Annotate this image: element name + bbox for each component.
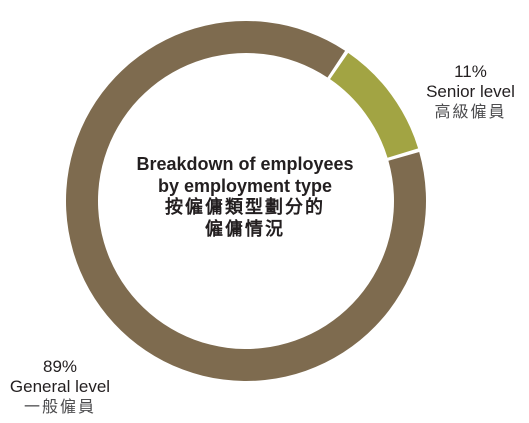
slice-label-senior: 11% Senior level 高級僱員 xyxy=(412,62,529,122)
slice-name-senior-cn: 高級僱員 xyxy=(434,102,507,121)
slice-percent-general: 89% xyxy=(42,357,78,376)
chart-title-line-4: 僱傭情況 xyxy=(205,219,285,240)
chart-title-line-1: Breakdown of employees xyxy=(136,154,354,174)
chart-title-line-2: by employment type xyxy=(157,176,333,196)
slice-percent-senior: 11% xyxy=(454,62,487,81)
slice-name-senior-en: Senior level xyxy=(426,82,515,101)
slice-name-general-en: General level xyxy=(9,377,111,396)
chart-title-line-3: 按僱傭類型劃分的 xyxy=(165,197,325,218)
chart-title: Breakdown of employees by employment typ… xyxy=(102,153,388,241)
slice-name-general-cn: 一般僱員 xyxy=(23,397,96,416)
donut-slice-senior xyxy=(330,52,419,158)
donut-slices xyxy=(65,20,426,382)
slice-label-general: 89% General level 一般僱員 xyxy=(0,357,120,417)
